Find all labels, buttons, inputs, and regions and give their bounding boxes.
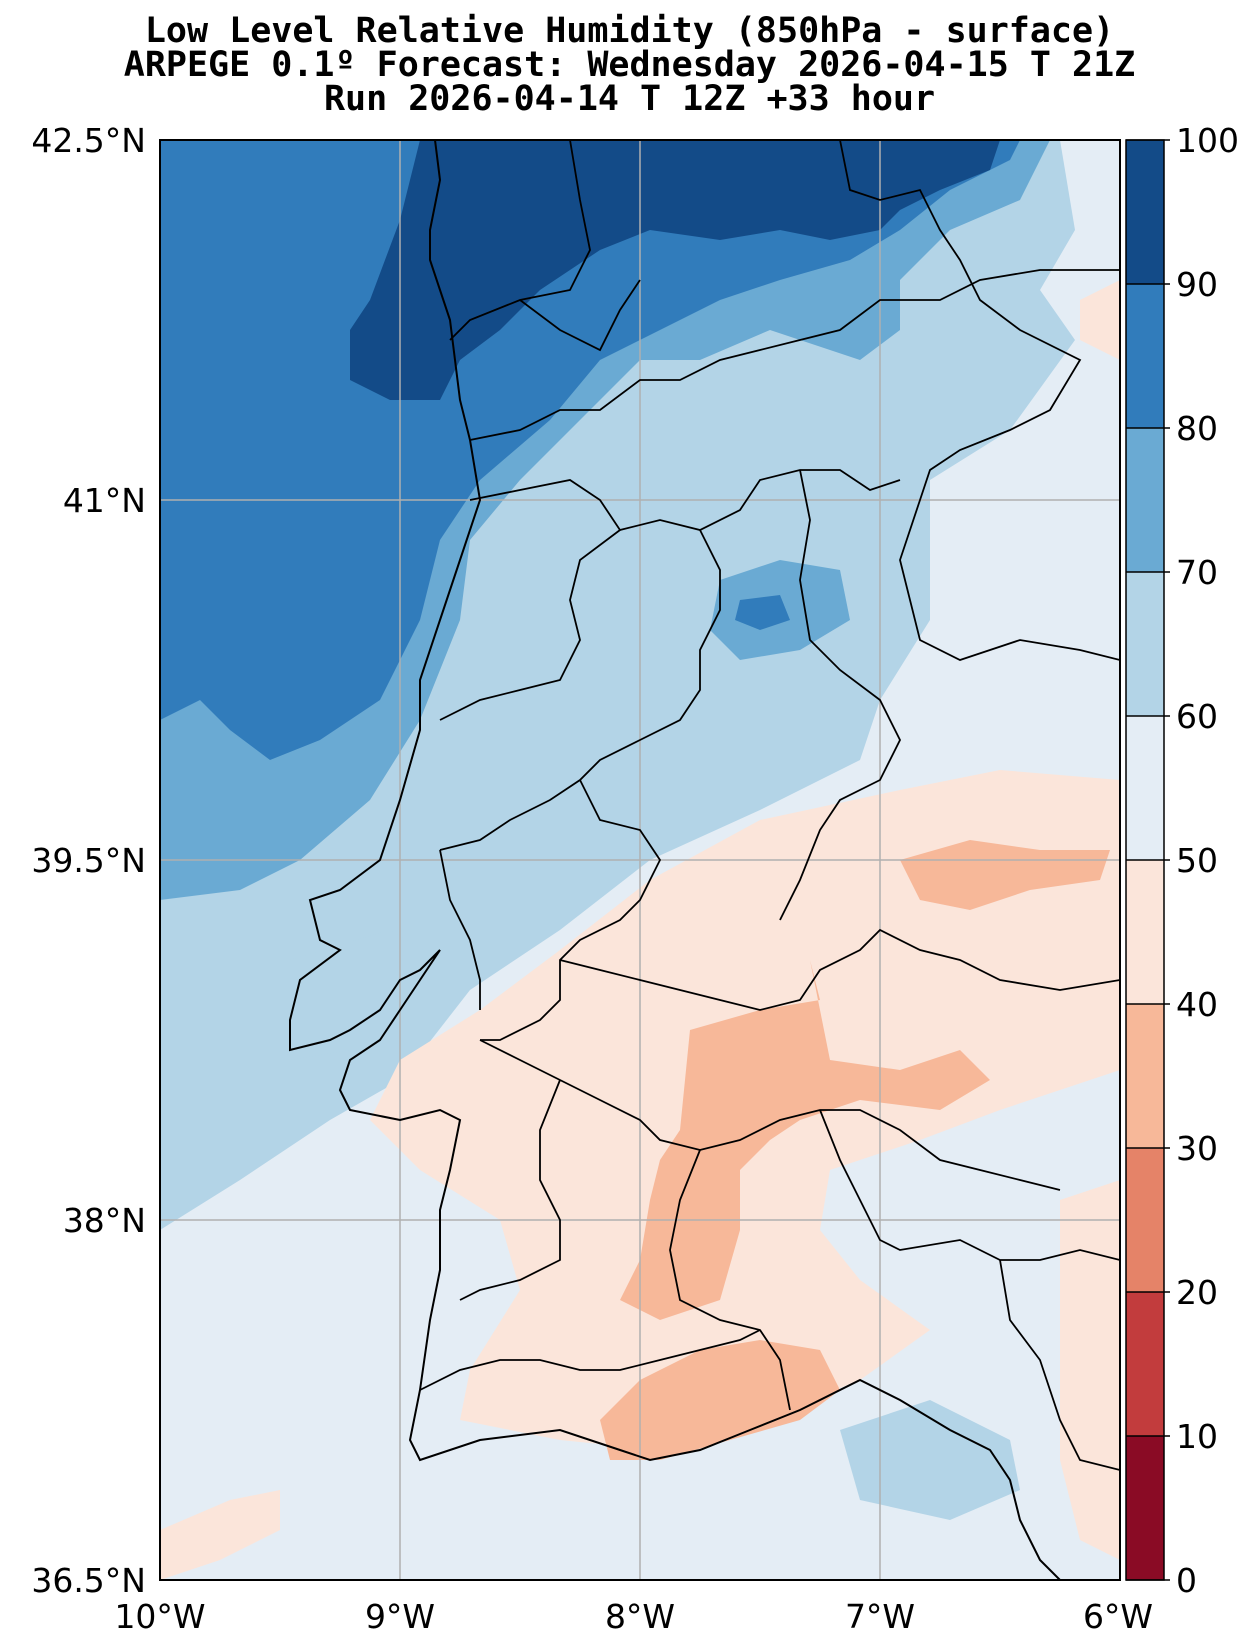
colorbar-tick-label: 30 [1176, 1129, 1218, 1168]
rh-band-40-50-se [1060, 1180, 1120, 1560]
title-line-2: ARPEGE 0.1º Forecast: Wednesday 2026-04-… [123, 45, 1136, 85]
y-axis-ticks: 42.5°N 41°N 39.5°N 38°N 36.5°N [31, 121, 146, 1600]
colorbar-tick-marks [1126, 139, 1170, 1581]
rh-band-40-50-sw [160, 1490, 280, 1580]
colorbar-segment [1126, 1292, 1164, 1436]
colorbar-segment [1126, 716, 1164, 860]
colorbar-tick-label: 70 [1176, 553, 1218, 592]
rh-band-30-40 [620, 960, 990, 1320]
rh-band-30-40-east [900, 840, 1110, 910]
map-frame [159, 139, 1121, 1581]
colorbar-segments [1126, 140, 1164, 1580]
colorbar-segment [1126, 140, 1164, 284]
colorbar-segment [1126, 1004, 1164, 1148]
colorbar-segment [1126, 572, 1164, 716]
colorbar: 100 90 80 70 60 50 40 30 20 10 0 [1125, 121, 1239, 1600]
colorbar-tick-label: 50 [1176, 841, 1218, 880]
map-area [160, 140, 1120, 1580]
colorbar-tick-label: 80 [1176, 409, 1218, 448]
colorbar-tick-label: 20 [1176, 1273, 1218, 1312]
title-line-3: Run 2026-04-14 T 12Z +33 hour [323, 79, 936, 119]
colorbar-tick-label: 100 [1176, 121, 1239, 160]
colorbar-tick-label: 40 [1176, 985, 1218, 1024]
y-tick-label: 42.5°N [31, 121, 146, 160]
y-tick-label: 41°N [63, 481, 146, 520]
map-gridlines [160, 140, 1120, 1580]
y-tick-label: 39.5°N [31, 841, 146, 880]
rh-band-40-50-east [1080, 280, 1120, 360]
colorbar-segment [1126, 1436, 1164, 1580]
map-title: Low Level Relative Humidity (850hPa - su… [0, 11, 1259, 119]
x-axis-ticks: 10°W 9°W 8°W 7°W 6°W [114, 1597, 1153, 1636]
rh-band-60-70-south [840, 1400, 1020, 1520]
colorbar-tick-label: 10 [1176, 1417, 1218, 1456]
rh-band-30-40-algarve [600, 1340, 840, 1460]
colorbar-tick-label: 0 [1176, 1561, 1197, 1600]
x-tick-label: 7°W [845, 1597, 915, 1636]
coastline [289, 140, 1061, 1580]
rh-band-90-100 [350, 140, 1000, 400]
colorbar-tick-label: 60 [1176, 697, 1218, 736]
y-tick-label: 36.5°N [31, 1561, 146, 1600]
colorbar-segment [1126, 860, 1164, 1004]
x-tick-label: 9°W [365, 1597, 435, 1636]
colorbar-tick-label: 90 [1176, 265, 1218, 304]
x-tick-label: 10°W [114, 1597, 205, 1636]
rh-band-80-90-spot [735, 595, 790, 630]
rh-band-60-70-lisbon [290, 930, 440, 1060]
admin-borders [419, 140, 1120, 1471]
x-tick-label: 8°W [605, 1597, 675, 1636]
title-line-1: Low Level Relative Humidity (850hPa - su… [144, 11, 1115, 51]
colorbar-segment [1126, 284, 1164, 428]
y-tick-label: 38°N [63, 1201, 146, 1240]
colorbar-segment [1126, 428, 1164, 572]
colorbar-segment [1126, 1148, 1164, 1292]
x-tick-label: 6°W [1083, 1597, 1153, 1636]
